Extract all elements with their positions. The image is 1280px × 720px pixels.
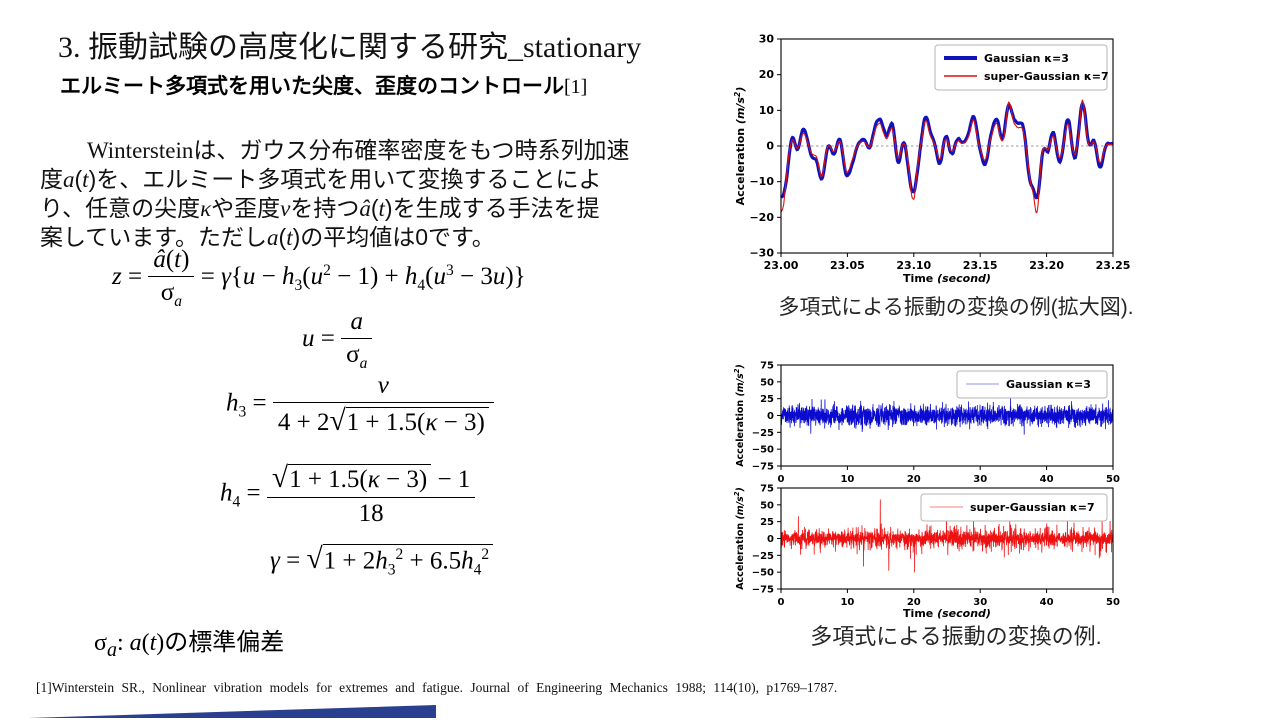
series-gaussian-zoom (779, 101, 1114, 200)
y-tick-label: −75 (752, 462, 774, 473)
y-tick-label: −20 (749, 211, 774, 224)
x-tick-label: 50 (1106, 474, 1120, 485)
x-tick-label: 30 (973, 474, 987, 485)
y-tick-label: 0 (767, 411, 774, 422)
legend-label: super-Gaussian κ=7 (984, 70, 1109, 83)
legend-box (956, 370, 1108, 399)
series-gaussian-full (780, 397, 1114, 435)
y-tick-label: 10 (759, 104, 775, 117)
y-tick-label: 25 (760, 394, 774, 405)
y-tick-label: 30 (759, 33, 775, 46)
y-tick-label: −10 (749, 175, 774, 188)
legend-label: Gaussian κ=3 (1006, 378, 1091, 391)
x-tick-label: 23.10 (896, 259, 931, 272)
legend-label: Gaussian κ=3 (984, 52, 1069, 65)
y-tick-label: −50 (752, 568, 774, 579)
x-tick-label: 23.20 (1029, 259, 1064, 272)
y-tick-label: −25 (752, 428, 774, 439)
subtitle-text: エルミート多項式を用いた尖度、歪度のコントロール (60, 75, 564, 98)
x-tick-label: 10 (840, 474, 854, 485)
y-tick-label: −30 (749, 247, 774, 260)
body-line-2: 度a(t)を、エルミート多項式を用いて変換することによ (40, 166, 602, 192)
y-axis-label: Acceleration (m/s2) (733, 87, 747, 206)
y-tick-label: 75 (760, 484, 774, 495)
y-tick-label: 0 (767, 534, 774, 545)
x-tick-label: 20 (907, 597, 921, 608)
y-tick-label: 25 (760, 517, 774, 528)
formula-hermite-transform: z = â(t) σa = γ{u − h3(u2 − 1) + h4(u3 − … (112, 246, 526, 310)
x-tick-label: 0 (778, 474, 785, 485)
subtitle-citation-mark: [1] (564, 76, 588, 98)
y-axis-label: Acceleration (m/s2) (733, 487, 746, 590)
x-tick-label: 23.15 (963, 259, 998, 272)
y-tick-label: −75 (752, 585, 774, 596)
formula-u-definition: u = a σa (302, 308, 373, 373)
y-tick-label: 75 (760, 361, 774, 372)
body-paragraph: Wintersteinは、ガウス分布確率密度をもつ時系列加速 度a(t)を、エル… (40, 136, 700, 252)
x-axis-label: Time (second) (903, 272, 991, 285)
y-tick-label: 50 (760, 377, 774, 388)
x-tick-label: 20 (907, 474, 921, 485)
figure-caption-zoomed: 多項式による振動の変換の例(拡大図). (778, 296, 1134, 319)
y-tick-label: −50 (752, 445, 774, 456)
formula-gamma-definition: γ = √1 + 2h32 + 6.5h42 (270, 543, 494, 579)
y-tick-label: 20 (759, 68, 775, 81)
slide-subtitle: エルミート多項式を用いた尖度、歪度のコントロール[1] (60, 70, 587, 100)
reference-footnote: [1]Winterstein SR., Nonlinear vibration … (36, 680, 838, 695)
x-tick-label: 23.00 (764, 259, 799, 272)
slide-title: 3. 振動試験の高度化に関する研究_stationary (58, 31, 642, 64)
series-super-gaussian-full (780, 499, 1114, 573)
y-tick-label: 0 (766, 140, 774, 153)
figure-caption-full: 多項式による振動の変換の例. (810, 624, 1102, 649)
x-tick-label: 40 (1040, 474, 1054, 485)
x-tick-label: 23.05 (830, 259, 865, 272)
body-line-1: Wintersteinは、ガウス分布確率密度をもつ時系列加速 (87, 137, 630, 163)
x-axis-label: Time (second) (903, 607, 991, 620)
x-tick-label: 0 (778, 597, 785, 608)
series-super-gaussian-zoom (780, 99, 1114, 214)
x-tick-label: 50 (1106, 597, 1120, 608)
formula-h4-definition: h4 = √1 + 1.5(κ − 3) − 1 18 (220, 462, 476, 528)
slide-accent-wedge (28, 705, 436, 718)
sigma-note: σa: a(t)の標準偏差 (94, 630, 285, 661)
full-waveform-chart: 75 50 25 0 −25 −50 −75 0 10 20 30 40 50 Acceleration … (733, 361, 1120, 621)
body-line-3: り、任意の尖度κや歪度νを持つâ(t)を生成する手法を提 (40, 195, 600, 221)
y-axis-label: Acceleration (m/s2) (733, 364, 746, 467)
body-line-4: 案しています。ただしa(t)の平均値は0です。 (40, 224, 495, 250)
legend-box (934, 44, 1108, 91)
x-tick-label: 30 (973, 597, 987, 608)
x-tick-label: 23.25 (1096, 259, 1130, 272)
x-tick-label: 10 (840, 597, 854, 608)
legend-box (920, 493, 1108, 522)
y-tick-label: 50 (760, 500, 774, 511)
legend-label: super-Gaussian κ=7 (970, 501, 1095, 514)
y-tick-label: −25 (752, 551, 774, 562)
x-tick-label: 40 (1040, 597, 1054, 608)
